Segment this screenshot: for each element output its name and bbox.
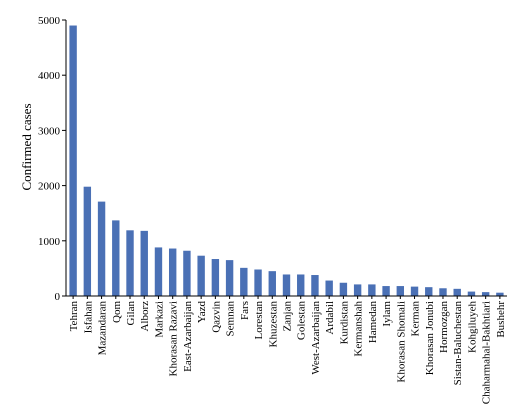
y-tick-label: 4000 bbox=[38, 70, 61, 82]
x-tick-label: Kurdistan bbox=[338, 301, 350, 345]
bar bbox=[439, 288, 447, 296]
bar bbox=[410, 286, 419, 296]
bar bbox=[183, 250, 191, 296]
bar bbox=[467, 291, 476, 296]
x-axis: Tehran Isfahan Mazandaran Qom Gilan Alborz Mar… bbox=[66, 295, 507, 404]
bar bbox=[425, 287, 433, 296]
x-tick-label: Hamedan bbox=[367, 301, 379, 344]
bar bbox=[97, 201, 106, 296]
x-tick-label: Kohgiluyeh bbox=[466, 301, 478, 353]
y-axis-title: Confirmed cases bbox=[19, 103, 34, 190]
bar bbox=[254, 269, 262, 296]
bar bbox=[481, 292, 490, 296]
bar bbox=[396, 286, 405, 296]
y-tick-label: 5000 bbox=[38, 15, 61, 27]
x-tick-label: Gilan bbox=[125, 301, 137, 326]
bar bbox=[211, 259, 220, 296]
x-tick-label: Chaharmahal-Bakhtiari bbox=[481, 301, 493, 404]
bar bbox=[325, 280, 333, 296]
x-tick-label: East-Azarbaijan bbox=[182, 301, 194, 372]
bar bbox=[496, 292, 504, 296]
bar bbox=[197, 255, 205, 296]
x-tick-label: Qom bbox=[111, 301, 123, 323]
bar bbox=[83, 186, 92, 296]
bars bbox=[69, 25, 504, 297]
y-axis: 0 1000 2000 3000 4000 5000 bbox=[38, 15, 67, 303]
bar bbox=[168, 248, 177, 296]
x-tick-label: Yazd bbox=[196, 301, 208, 324]
y-tick-label: 3000 bbox=[38, 125, 61, 137]
x-tick-label: Semnan bbox=[225, 301, 237, 337]
x-tick-label: Khorasan Razavi bbox=[168, 301, 180, 376]
y-tick-label: 2000 bbox=[38, 181, 61, 193]
bar bbox=[311, 275, 319, 296]
x-tick-label: Khorasan Shomali bbox=[395, 301, 407, 383]
bar bbox=[453, 288, 461, 296]
bar bbox=[240, 267, 248, 296]
x-tick-label: Qazvin bbox=[210, 301, 222, 333]
y-tick-label: 1000 bbox=[38, 236, 61, 248]
bar bbox=[154, 247, 163, 296]
x-tick-label: Iylam bbox=[381, 301, 393, 327]
x-tick-label: Zanjan bbox=[282, 301, 294, 332]
bar bbox=[69, 25, 77, 297]
x-tick-label: Tehran bbox=[68, 301, 80, 332]
x-tick-label: Fars bbox=[239, 301, 251, 320]
x-tick-label: Alborz bbox=[139, 301, 151, 332]
y-tick-label: 0 bbox=[55, 291, 61, 303]
x-tick-label: Golestan bbox=[296, 301, 308, 341]
bar bbox=[382, 286, 390, 296]
bar bbox=[140, 230, 148, 296]
bar bbox=[282, 274, 291, 296]
bar bbox=[225, 260, 234, 296]
x-tick-label: West-Azarbaijan bbox=[310, 301, 322, 375]
x-tick-label: Hormozgan bbox=[438, 301, 450, 353]
x-tick-label: Kermanshah bbox=[353, 301, 365, 357]
x-tick-label: Mazandaran bbox=[97, 301, 109, 356]
bar bbox=[297, 274, 305, 296]
x-tick-label: Khorasan Jonubi bbox=[424, 301, 436, 375]
x-tick-label: Isfahan bbox=[82, 301, 94, 334]
x-tick-label: Khuzestan bbox=[267, 301, 279, 348]
x-tick-label: Bushehr bbox=[495, 301, 507, 338]
bar bbox=[339, 282, 348, 296]
bar bbox=[353, 284, 362, 296]
x-tick-label: Markazi bbox=[153, 301, 165, 338]
x-tick-label: Sistan-Baluchestan bbox=[452, 301, 464, 386]
bar bbox=[112, 220, 120, 296]
x-tick-label: Ardabil bbox=[324, 301, 336, 335]
x-tick-label: Kerman bbox=[410, 301, 422, 337]
x-tick-label: Lorestan bbox=[253, 301, 265, 340]
bar bbox=[268, 271, 276, 296]
bar bbox=[126, 230, 134, 296]
bar bbox=[368, 284, 376, 296]
